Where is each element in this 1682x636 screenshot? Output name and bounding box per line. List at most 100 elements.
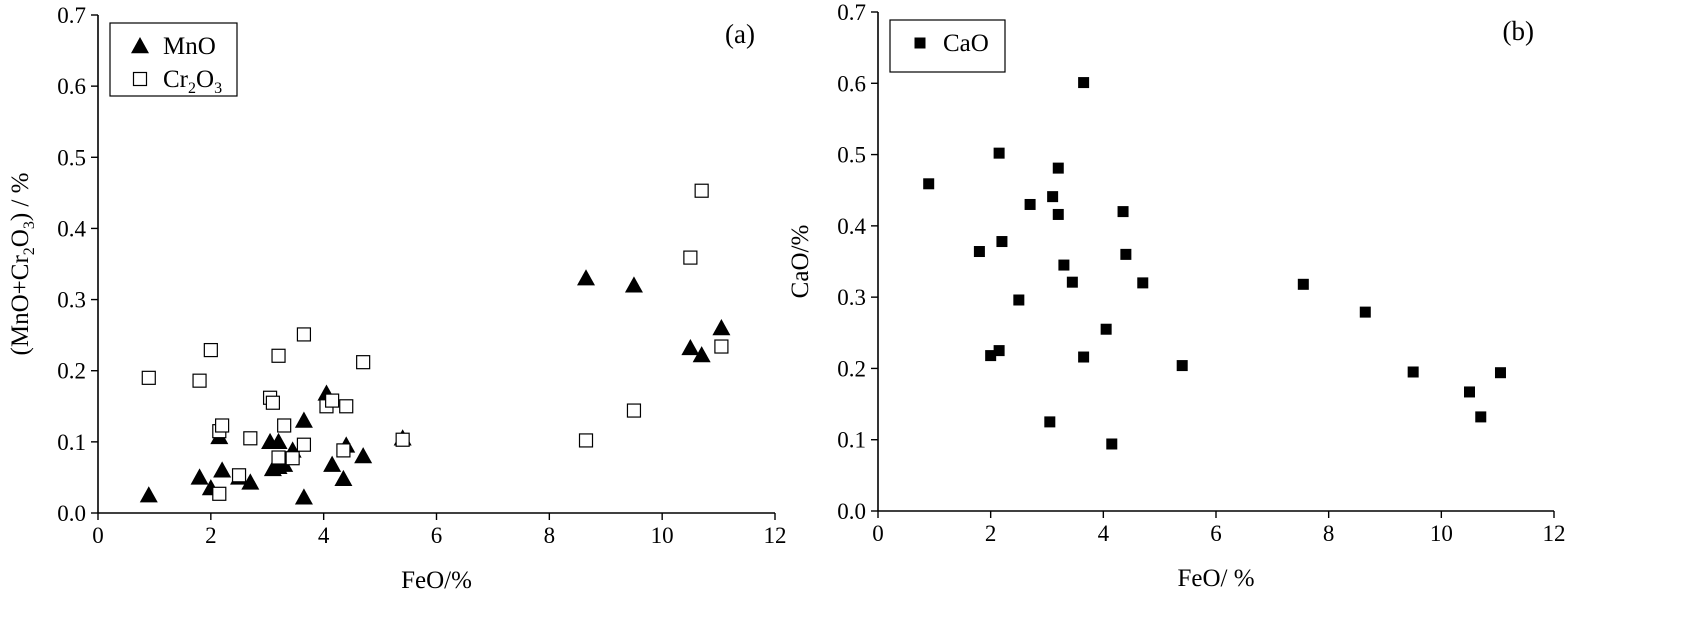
x-tick-label: 4 bbox=[1098, 521, 1110, 546]
data-point-cao bbox=[923, 178, 935, 190]
data-point-cao bbox=[1117, 206, 1129, 218]
legend-marker-cao bbox=[914, 37, 926, 49]
y-tick-label: 0.6 bbox=[837, 71, 866, 96]
y-tick-label: 0.2 bbox=[57, 359, 86, 384]
series-cr2o3 bbox=[141, 183, 729, 501]
x-tick-label: 6 bbox=[431, 523, 443, 548]
x-tick-label: 10 bbox=[651, 523, 674, 548]
x-tick-label: 2 bbox=[985, 521, 997, 546]
legend-box bbox=[889, 19, 1006, 73]
data-point-cr2o3 bbox=[141, 370, 156, 385]
data-point-cr2o3 bbox=[626, 403, 642, 418]
data-point-cao bbox=[1100, 323, 1112, 335]
x-tick-label: 4 bbox=[318, 523, 330, 548]
data-point-cao bbox=[1407, 366, 1419, 378]
data-point-cao bbox=[1494, 367, 1506, 379]
y-tick-label: 0.0 bbox=[837, 499, 866, 524]
legend-marker-cr2o3 bbox=[132, 71, 148, 87]
data-point-cao bbox=[1137, 277, 1149, 289]
data-point-cao bbox=[1078, 77, 1090, 89]
data-point-cr2o3 bbox=[285, 451, 300, 466]
data-point-mno bbox=[577, 269, 596, 286]
y-tick-label: 0.6 bbox=[57, 74, 86, 99]
data-point-mno bbox=[692, 346, 711, 363]
data-point-cr2o3 bbox=[192, 373, 207, 388]
data-point-cr2o3 bbox=[336, 443, 351, 458]
y-tick-label: 0.7 bbox=[57, 3, 86, 28]
y-tick-label: 0.3 bbox=[57, 288, 86, 313]
data-point-cao bbox=[1475, 411, 1487, 423]
data-point-cao bbox=[996, 236, 1008, 248]
series-cao bbox=[923, 77, 1506, 450]
panel-label: (b) bbox=[1503, 16, 1534, 46]
data-point-cao bbox=[1047, 191, 1059, 203]
y-tick-label: 0.4 bbox=[837, 214, 866, 239]
data-point-cr2o3 bbox=[356, 355, 371, 370]
data-point-cao bbox=[1359, 306, 1371, 318]
y-axis-title: (MnO+Cr2O3) / % bbox=[7, 173, 38, 356]
data-point-cao bbox=[1052, 162, 1064, 174]
x-tick-label: 0 bbox=[92, 523, 104, 548]
chart-panel-b: 0 2 4 6 8 10 12 0.0 0.1 0.2 0.3 0.4 0.5 0.6 0.7 FeO/ % C… bbox=[787, 0, 1566, 592]
y-tick-label: 0.5 bbox=[837, 143, 866, 168]
data-point-cao bbox=[1297, 278, 1309, 290]
data-point-cr2o3 bbox=[277, 418, 292, 433]
data-point-cao bbox=[1044, 416, 1056, 428]
data-point-cao bbox=[1120, 248, 1132, 260]
data-point-cr2o3 bbox=[296, 327, 312, 342]
y-tick-label: 0.2 bbox=[837, 356, 866, 381]
data-point-mno bbox=[323, 455, 342, 472]
data-point-cr2o3 bbox=[395, 432, 410, 447]
y-tick-label: 0.1 bbox=[57, 430, 86, 455]
x-tick-label: 8 bbox=[1323, 521, 1335, 546]
x-axis-title: FeO/% bbox=[401, 567, 472, 594]
data-point-cao bbox=[993, 345, 1005, 357]
data-point-cr2o3 bbox=[212, 486, 227, 501]
data-point-mno bbox=[294, 488, 313, 505]
data-point-cr2o3 bbox=[243, 431, 258, 446]
data-point-cr2o3 bbox=[694, 183, 709, 198]
data-point-cao bbox=[1058, 259, 1070, 271]
data-point-cr2o3 bbox=[683, 250, 698, 265]
x-tick-label: 2 bbox=[205, 523, 217, 548]
chart-panel-a: 0 2 4 6 8 10 12 0.0 0.1 0.2 0.3 0.4 0.5 0.6 0.7 FeO/% (M… bbox=[7, 3, 787, 594]
data-point-cao bbox=[1078, 351, 1090, 363]
data-point-cr2o3 bbox=[203, 342, 218, 358]
data-point-mno bbox=[681, 338, 700, 356]
y-tick-label: 0.3 bbox=[837, 285, 866, 310]
data-point-mno bbox=[294, 411, 313, 428]
legend-box bbox=[109, 22, 238, 97]
data-point-cao bbox=[973, 246, 985, 258]
data-point-mno bbox=[213, 461, 232, 478]
data-point-cr2o3 bbox=[271, 450, 286, 465]
series-mno bbox=[139, 269, 731, 505]
data-point-cr2o3 bbox=[231, 468, 247, 483]
data-point-cr2o3 bbox=[215, 418, 230, 433]
x-tick-label: 6 bbox=[1210, 521, 1222, 546]
data-point-cao bbox=[1106, 438, 1118, 450]
data-point-mno bbox=[354, 447, 373, 464]
data-point-cr2o3 bbox=[578, 433, 594, 448]
x-tick-label: 10 bbox=[1430, 521, 1453, 546]
data-point-cao bbox=[985, 350, 997, 362]
data-point-cao bbox=[993, 147, 1005, 159]
x-tick-label: 0 bbox=[872, 521, 884, 546]
data-point-mno bbox=[190, 468, 209, 485]
x-axis-title: FeO/ % bbox=[1177, 565, 1254, 592]
legend-marker-mno bbox=[131, 37, 149, 54]
x-tick-label: 12 bbox=[764, 523, 787, 548]
legend-label-mno: MnO bbox=[163, 33, 216, 60]
legend-label-cr2o3: Cr2O3 bbox=[163, 66, 222, 97]
y-axis-title: CaO/% bbox=[787, 225, 814, 299]
y-tick-label: 0.5 bbox=[57, 145, 86, 170]
data-point-cr2o3 bbox=[325, 393, 340, 408]
data-point-mno bbox=[712, 319, 731, 336]
y-tick-label: 0.0 bbox=[57, 501, 86, 526]
data-point-cao bbox=[1052, 208, 1064, 220]
data-point-mno bbox=[139, 486, 158, 503]
data-point-cao bbox=[1024, 198, 1036, 210]
legend-label-cao: CaO bbox=[943, 30, 989, 57]
panel-label: (a) bbox=[725, 19, 755, 49]
y-tick-label: 0.4 bbox=[57, 216, 86, 241]
